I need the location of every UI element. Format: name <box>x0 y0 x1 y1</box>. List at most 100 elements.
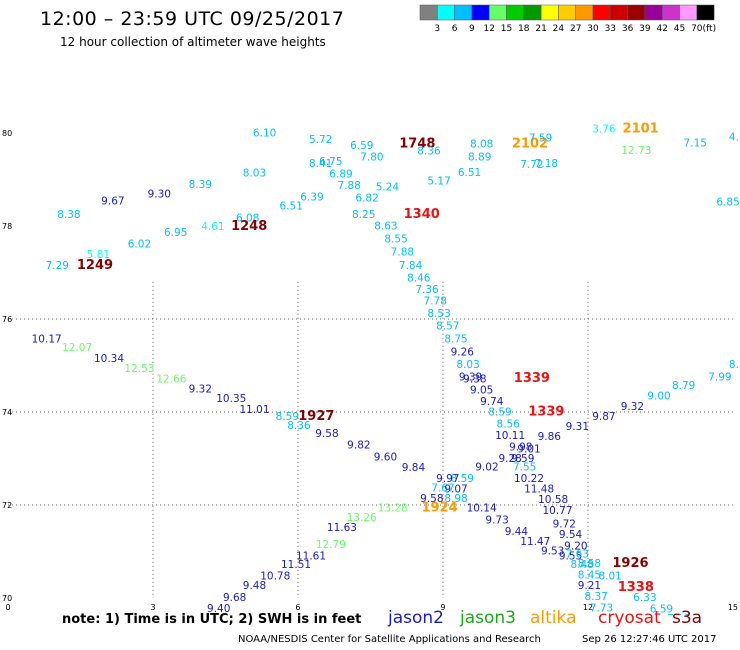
wave-height-label: 6.95 <box>164 227 187 239</box>
colorbar-tick: 18 <box>518 24 530 34</box>
legend-s3a: s3a <box>672 608 703 628</box>
colorbar: 3 6 9 12 15 18 21 24 27 30 33 36 39 42 45 70 (ft) <box>419 4 716 34</box>
wave-height-label: 10.22 <box>514 473 544 485</box>
wave-height-label: 9.32 <box>189 383 212 395</box>
wave-height-label: 8.89 <box>468 151 491 163</box>
wave-height-label: 8.38 <box>57 209 80 221</box>
wave-height-label: 10.34 <box>94 353 124 365</box>
wave-height-label: 7.67 <box>431 483 454 495</box>
timestamp-text: Sep 26 12:27:46 UTC 2017 <box>582 634 717 645</box>
wave-height-label: 6.39 <box>300 191 323 203</box>
wave-height-label: 9.55 <box>559 550 582 562</box>
wave-height-label: 7.88 <box>391 246 414 258</box>
colorbar-tick: 12 <box>483 24 494 34</box>
wave-height-label: 8.53 <box>427 308 450 320</box>
wave-height-label: 6.85 <box>716 197 739 209</box>
wave-height-label: 1927 <box>298 409 334 424</box>
wave-height-label: 8.41 <box>309 158 332 170</box>
wave-height-label: 6.51 <box>280 200 303 212</box>
wave-height-label: 8.39 <box>189 179 212 191</box>
wave-height-label: 9.67 <box>101 196 124 208</box>
colorbar-tick: 39 <box>639 24 651 34</box>
colorbar-tick: 9 <box>469 24 475 34</box>
wave-height-label: 1248 <box>231 219 267 234</box>
colorbar-tick: 70 <box>691 24 703 34</box>
colorbar-tick: 45 <box>674 24 685 34</box>
wave-height-label: 9.73 <box>485 515 508 527</box>
legend-altika: altika <box>530 608 577 628</box>
wave-height-label: 9.84 <box>402 462 426 474</box>
wave-height-label: 6.75 <box>319 156 342 168</box>
wave-height-label: 9.40 <box>207 603 230 615</box>
wave-height-label: 9.26 <box>451 346 475 358</box>
wave-height-label: 8.03 <box>456 359 479 371</box>
y-tick-label: 76 <box>2 315 12 324</box>
wave-height-label: 1924 <box>421 501 457 516</box>
wave-height-label: 8.08 <box>470 138 493 150</box>
wave-height-label: 8.03 <box>243 168 266 180</box>
wave-height-label: 9.39 <box>459 371 482 383</box>
wave-height-label: 2102 <box>512 136 548 151</box>
legend-jason3: jason3 <box>460 608 516 628</box>
wave-height-label: 8.25 <box>352 209 375 221</box>
wave-height-label: 7.29 <box>46 260 69 272</box>
wave-height-label: 8.57 <box>436 321 459 333</box>
wave-height-label: 8.01 <box>598 570 621 582</box>
wave-height-label: 8.59 <box>276 411 299 423</box>
wave-height-label: 8.75 <box>444 333 467 345</box>
wave-height-label: 8.37 <box>584 591 607 603</box>
wave-height-label: 13.26 <box>347 512 377 524</box>
wave-height-label: 9.07 <box>444 483 467 495</box>
wave-height-label: 9.60 <box>374 451 397 463</box>
wave-height-label: 8. <box>729 359 739 371</box>
wave-height-label: 8.36 <box>417 145 441 157</box>
wave-height-label: 9.00 <box>647 390 670 402</box>
wave-height-label: 2101 <box>623 122 659 137</box>
wave-height-label: 7.73 <box>590 602 613 614</box>
credit-text: NOAA/NESDIS Center for Satellite Applica… <box>238 634 541 645</box>
wave-height-label: 9.74 <box>480 396 504 408</box>
wave-height-label: 7.18 <box>535 158 558 170</box>
wave-height-label: 9.68 <box>223 592 246 604</box>
wave-height-label: 8.59 <box>488 407 511 419</box>
wave-height-label: 7.80 <box>360 151 383 163</box>
wave-height-label: 6.10 <box>253 127 276 139</box>
wave-height-label: 8.56 <box>497 418 521 430</box>
wave-height-label: 12.66 <box>156 374 186 386</box>
wave-height-label: 9.28 <box>498 453 521 465</box>
wave-height-label: 10.58 <box>538 494 568 506</box>
legend-cryosat: cryosat <box>598 608 661 628</box>
wave-height-label: 3.76 <box>592 124 616 136</box>
wave-height-label: 11.47 <box>520 536 550 548</box>
wave-height-label: 10.14 <box>467 503 497 515</box>
colorbar-tick: 30 <box>587 24 599 34</box>
wave-height-label: 9.32 <box>621 401 644 413</box>
wave-height-label: 9.02 <box>475 462 498 474</box>
wave-height-label: 10.78 <box>260 570 290 582</box>
wave-height-label: 11.61 <box>296 550 326 562</box>
wave-height-label: 1340 <box>404 207 440 222</box>
wave-height-label: 12.07 <box>62 342 92 354</box>
wave-height-label: 6.51 <box>458 167 481 179</box>
x-tick-label: 3 <box>150 603 155 612</box>
wave-height-label: 12.73 <box>621 145 651 157</box>
wave-height-label: 4.61 <box>201 221 224 233</box>
legend-jason2: jason2 <box>388 608 444 628</box>
wave-height-label: 1339 <box>514 371 550 386</box>
wave-height-label: 10.17 <box>32 334 62 346</box>
wave-height-label: 6.89 <box>329 169 352 181</box>
plot-area: 0 3 6 9 12 15 70 72 74 76 78 80 6.10 5.72 6.59 1748 8.08… <box>2 122 740 615</box>
y-tick-label: 70 <box>2 594 12 603</box>
chart-subtitle: 12 hour collection of altimeter wave hei… <box>60 35 326 49</box>
colorbar-tick: 15 <box>501 24 512 34</box>
wave-height-label: 1249 <box>77 258 113 273</box>
y-tick-label: 80 <box>2 129 12 138</box>
wave-height-label: 9.44 <box>505 526 529 538</box>
wave-height-label: 11.01 <box>239 404 269 416</box>
wave-height-label: 5.24 <box>376 182 400 194</box>
wave-height-label: 9.01 <box>517 443 540 455</box>
wave-height-label: 11.51 <box>281 559 311 571</box>
colorbar-swatch <box>696 4 715 21</box>
colorbar-tick: 21 <box>535 24 546 34</box>
wave-height-label: 10.60 <box>185 614 215 615</box>
